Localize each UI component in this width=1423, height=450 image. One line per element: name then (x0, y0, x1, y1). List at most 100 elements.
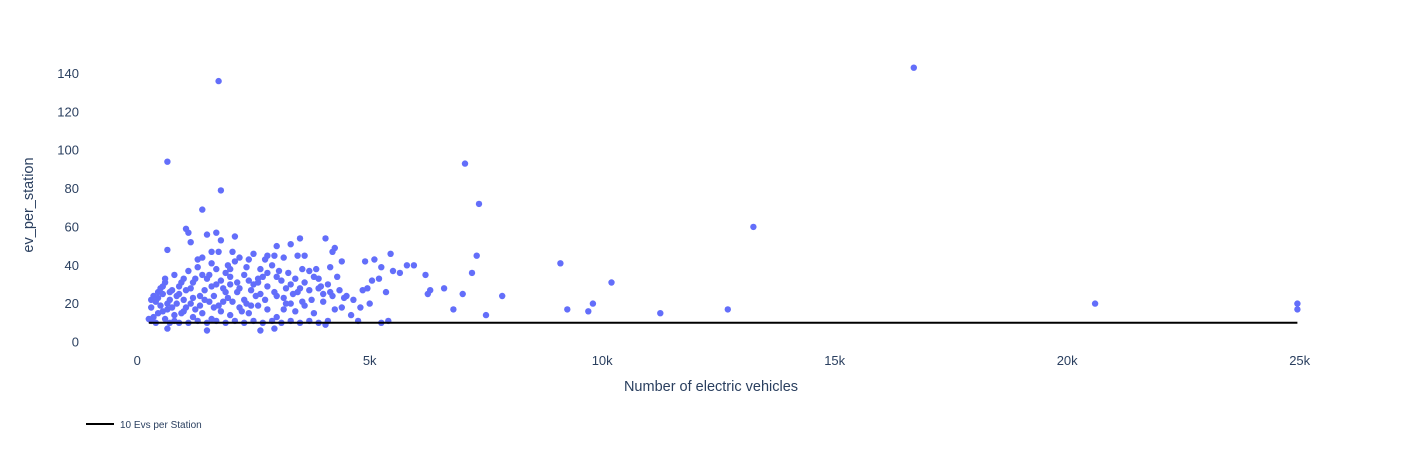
scatter-point[interactable] (296, 285, 304, 292)
scatter-point[interactable] (589, 300, 597, 307)
scatter-point[interactable] (173, 292, 180, 300)
scatter-point[interactable] (271, 252, 278, 259)
scatter-point[interactable] (327, 288, 334, 296)
scatter-point[interactable] (245, 277, 252, 284)
scatter-point[interactable] (320, 298, 327, 305)
scatter-point[interactable] (231, 258, 239, 265)
scatter-point[interactable] (387, 250, 394, 257)
scatter-point[interactable] (287, 241, 294, 248)
scatter-point[interactable] (280, 306, 287, 313)
scatter-point[interactable] (301, 279, 308, 286)
scatter-point[interactable] (164, 300, 171, 307)
scatter-point[interactable] (271, 325, 278, 332)
scatter-point[interactable] (159, 308, 166, 315)
scatter-point[interactable] (289, 290, 297, 298)
scatter-point[interactable] (257, 265, 264, 273)
scatter-point[interactable] (368, 277, 376, 284)
scatter-point[interactable] (192, 306, 199, 313)
scatter-point[interactable] (271, 288, 278, 296)
scatter-point[interactable] (224, 294, 232, 302)
scatter-point[interactable] (275, 267, 283, 275)
scatter-point[interactable] (322, 235, 329, 242)
scatter-point[interactable] (208, 248, 215, 255)
scatter-point[interactable] (199, 271, 206, 279)
scatter-point[interactable] (201, 287, 208, 294)
scatter-point[interactable] (331, 306, 338, 313)
scatter-point[interactable] (378, 264, 385, 271)
scatter-point[interactable] (171, 271, 178, 279)
scatter-point[interactable] (724, 306, 731, 313)
scatter-point[interactable] (306, 287, 313, 294)
scatter-point[interactable] (227, 273, 234, 280)
scatter-point[interactable] (254, 279, 262, 286)
scatter-point[interactable] (189, 313, 197, 321)
scatter-point[interactable] (210, 292, 218, 300)
scatter-point[interactable] (196, 302, 204, 309)
scatter-point[interactable] (261, 296, 269, 303)
scatter-point[interactable] (180, 275, 187, 282)
scatter-point[interactable] (159, 283, 166, 290)
scatter-point[interactable] (459, 290, 466, 298)
scatter-point[interactable] (231, 233, 239, 240)
scatter-point[interactable] (389, 267, 397, 275)
scatter-point[interactable] (440, 285, 448, 292)
scatter-point[interactable] (910, 64, 917, 71)
scatter-point[interactable] (222, 269, 229, 277)
scatter-point[interactable] (357, 304, 364, 311)
scatter-point[interactable] (257, 290, 264, 298)
scatter-point[interactable] (273, 273, 280, 280)
scatter-point[interactable] (280, 294, 287, 302)
scatter-point[interactable] (250, 250, 257, 257)
scatter-point[interactable] (203, 275, 211, 282)
scatter-point[interactable] (180, 296, 187, 303)
scatter-point[interactable] (294, 252, 301, 259)
scatter-point[interactable] (236, 285, 243, 292)
scatter-point[interactable] (268, 262, 276, 269)
scatter-point[interactable] (499, 292, 506, 300)
scatter-point[interactable] (259, 273, 266, 280)
scatter-point[interactable] (227, 265, 234, 273)
scatter-point[interactable] (475, 200, 483, 208)
scatter-point[interactable] (171, 311, 178, 319)
scatter-point[interactable] (161, 315, 169, 323)
scatter-point[interactable] (347, 311, 355, 319)
scatter-point[interactable] (334, 273, 341, 280)
scatter-point[interactable] (148, 296, 155, 303)
scatter-point[interactable] (382, 288, 390, 296)
scatter-point[interactable] (473, 252, 480, 259)
scatter-point[interactable] (468, 269, 476, 277)
scatter-point[interactable] (187, 300, 194, 307)
scatter-point[interactable] (189, 279, 197, 286)
scatter-point[interactable] (375, 275, 383, 282)
scatter-point[interactable] (217, 277, 225, 284)
scatter-point[interactable] (320, 290, 327, 298)
scatter-point[interactable] (608, 279, 615, 286)
scatter-point[interactable] (154, 288, 162, 296)
scatter-point[interactable] (450, 306, 457, 313)
scatter-point[interactable] (424, 290, 431, 298)
scatter-point[interactable] (161, 275, 169, 282)
scatter-point[interactable] (199, 206, 206, 213)
scatter-point[interactable] (280, 254, 287, 261)
scatter-point[interactable] (213, 265, 220, 273)
scatter-point[interactable] (329, 248, 336, 255)
scatter-point[interactable] (254, 302, 262, 309)
scatter-point[interactable] (257, 327, 264, 334)
scatter-point[interactable] (227, 311, 234, 319)
scatter-point[interactable] (296, 235, 304, 242)
scatter-point[interactable] (247, 287, 255, 294)
scatter-point[interactable] (585, 308, 592, 315)
scatter-point[interactable] (157, 302, 164, 309)
scatter-point[interactable] (236, 254, 243, 261)
scatter-point[interactable] (338, 258, 345, 265)
scatter-point[interactable] (299, 265, 306, 273)
scatter-point[interactable] (292, 308, 299, 315)
scatter-point[interactable] (182, 287, 190, 294)
scatter-point[interactable] (287, 300, 294, 307)
scatter-point[interactable] (1294, 300, 1301, 307)
scatter-point[interactable] (292, 275, 299, 282)
scatter-point[interactable] (245, 256, 252, 263)
scatter-point[interactable] (301, 252, 308, 259)
scatter-point[interactable] (396, 269, 404, 277)
scatter-point[interactable] (350, 296, 357, 303)
